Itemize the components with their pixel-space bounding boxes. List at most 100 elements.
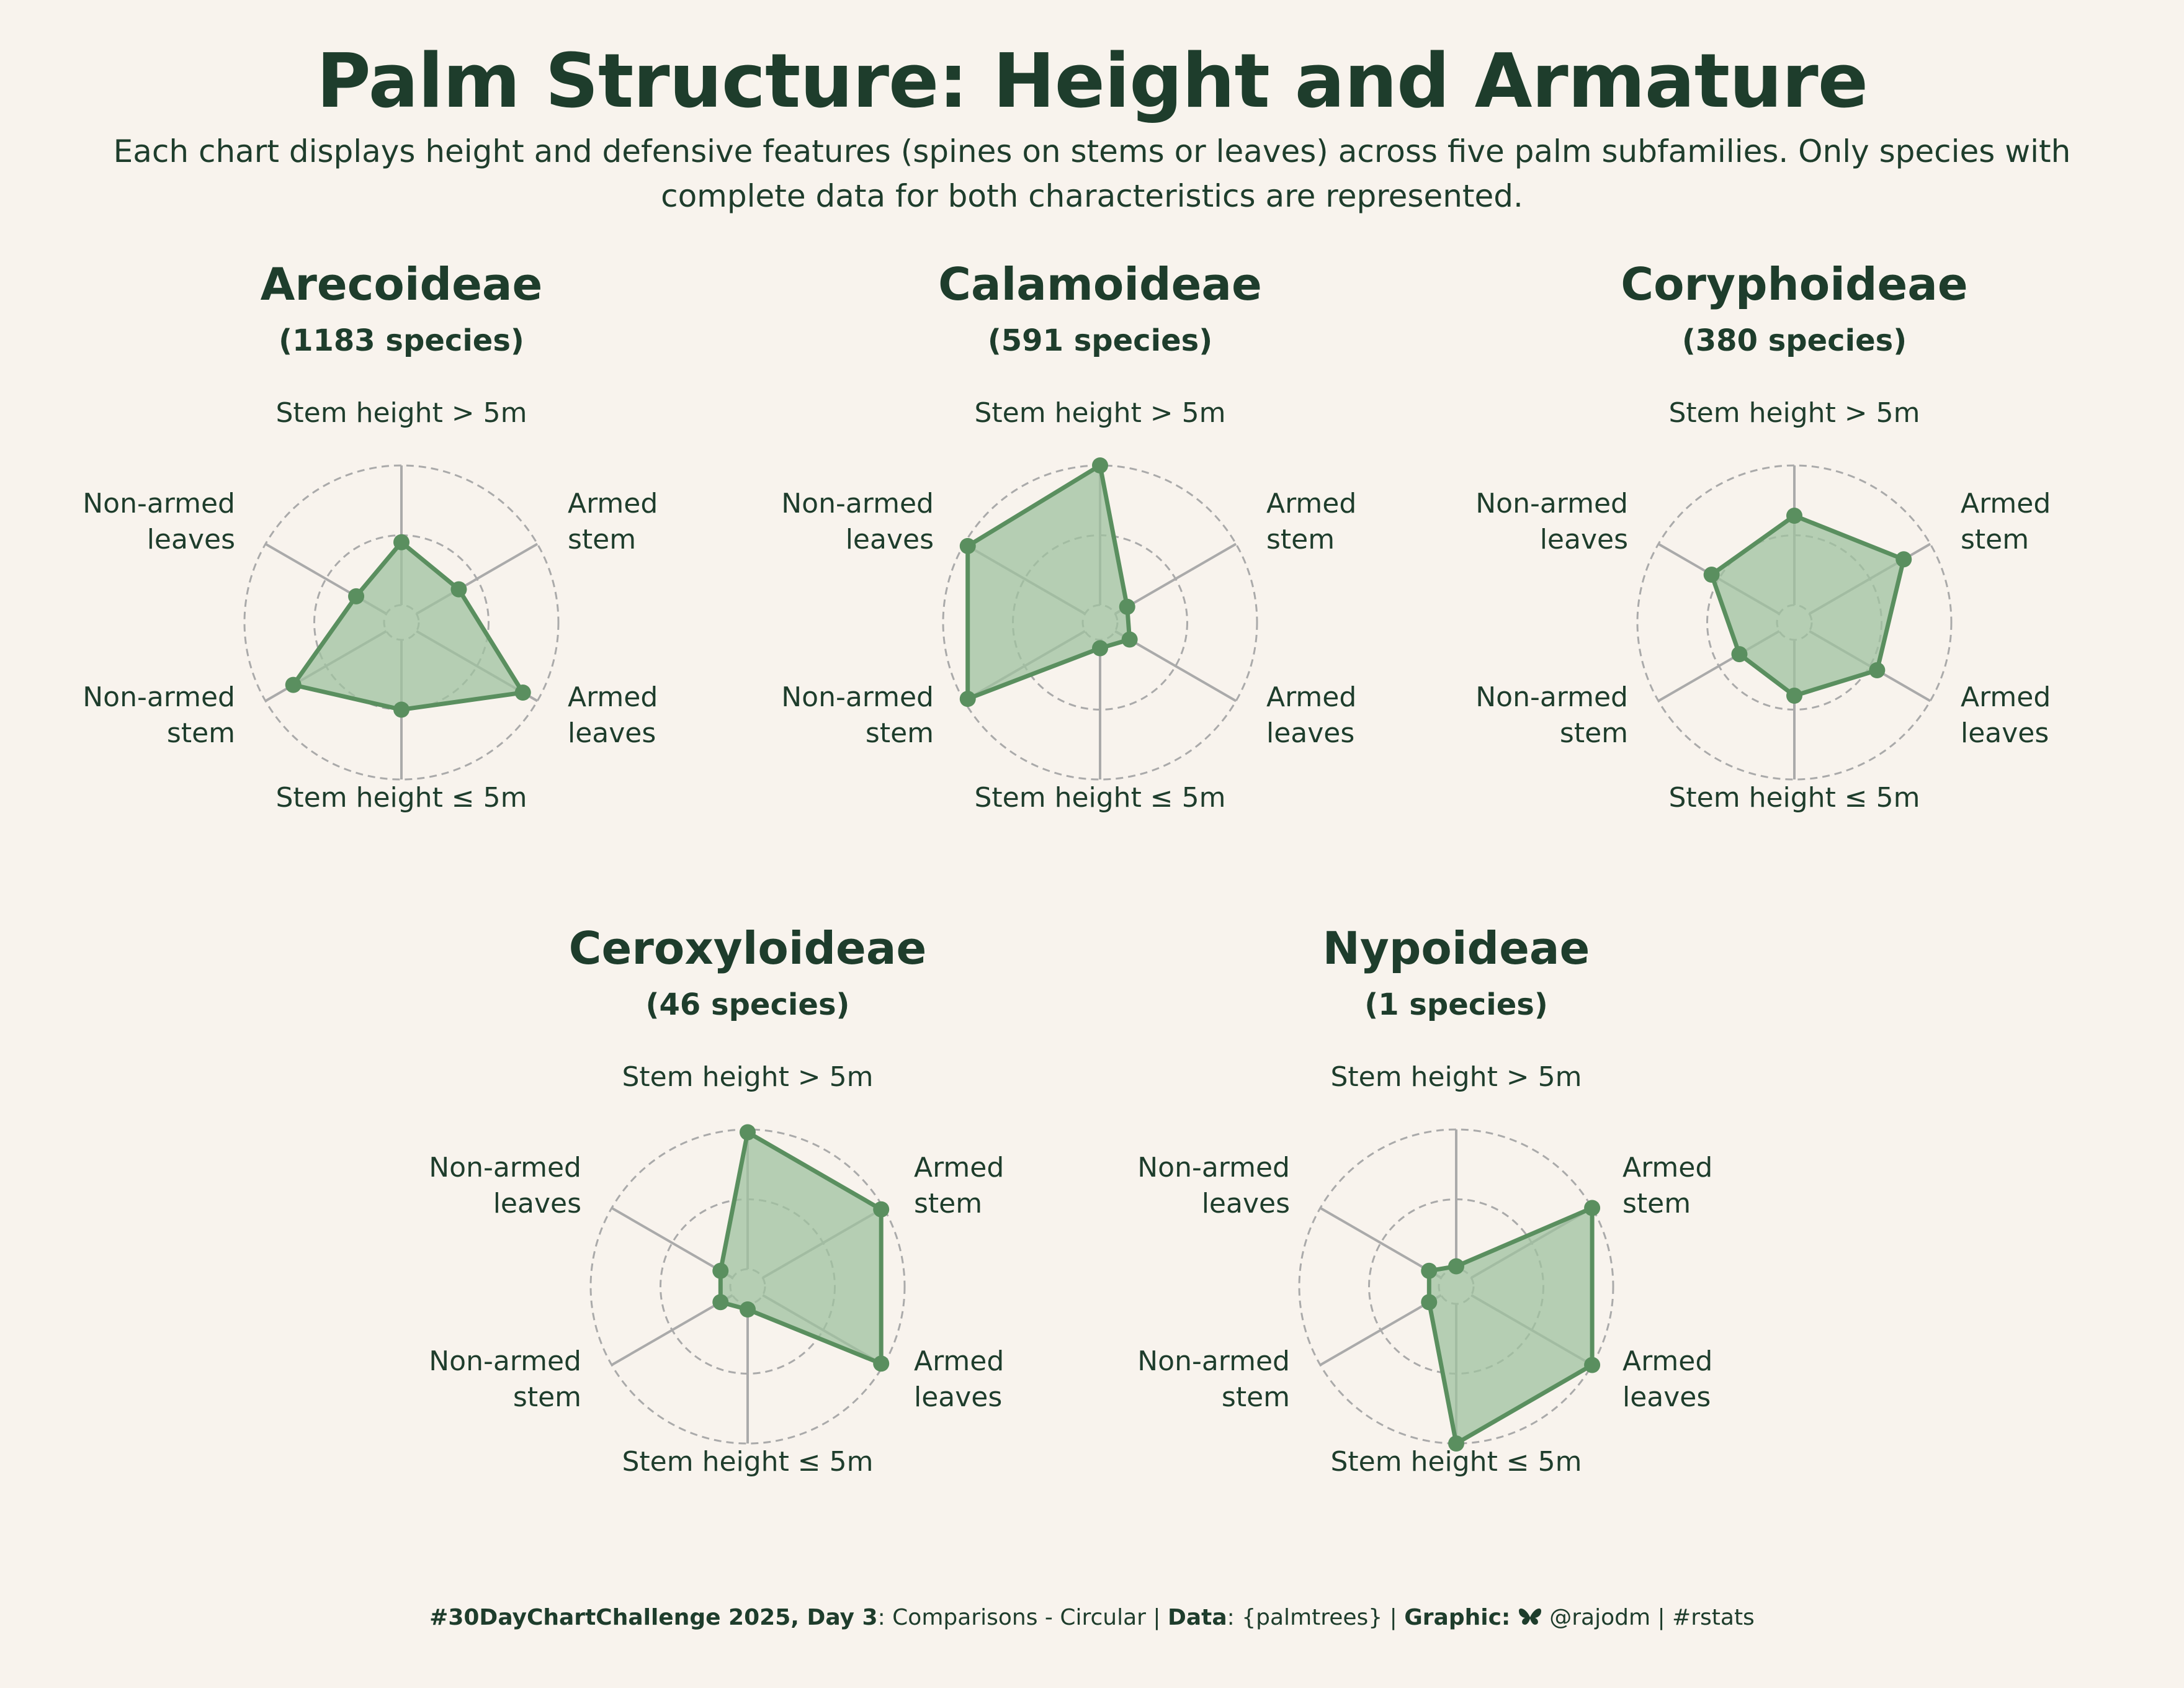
radar-point-non-armed-leaves — [1421, 1262, 1438, 1279]
axis-label-line: Non-armed — [83, 681, 235, 713]
axis-label-armed-stem: Armed stem — [914, 1152, 1004, 1219]
axis-label-stem-height-le-5m: Stem height ≤ 5m — [275, 782, 527, 814]
panel-species-count: (1 species) — [1364, 987, 1548, 1022]
radar-point-stem-height-gt-5m — [393, 534, 410, 550]
axis-label-non-armed-stem: Non-armed stem — [1475, 681, 1628, 749]
panel-title: Ceroxyloideae — [569, 922, 927, 974]
axis-label-line: Armed — [1266, 488, 1356, 519]
radar-point-armed-leaves — [1869, 662, 1886, 678]
radar-point-stem-height-gt-5m — [1448, 1258, 1464, 1275]
axis-label-non-armed-stem: Non-armed stem — [781, 681, 934, 749]
axis-label-line: Non-armed — [1475, 488, 1628, 519]
radar-point-non-armed-stem — [1421, 1294, 1438, 1311]
axis-label-armed-leaves: Armed leaves — [568, 681, 658, 749]
axis-label-line: leaves — [1202, 1188, 1290, 1219]
axis-label-line: leaves — [147, 524, 235, 555]
spoke-non-armed-stem — [611, 1294, 733, 1367]
panel-title: Calamoideae — [938, 258, 1262, 310]
axis-label-line: stem — [568, 524, 636, 555]
radar-point-armed-leaves — [514, 685, 531, 701]
caption-graphic-label: Graphic: — [1404, 1605, 1511, 1630]
axis-label-line: leaves — [1622, 1381, 1711, 1413]
axis-label-non-armed-leaves: Non-armed leaves — [1137, 1152, 1290, 1219]
axis-label-armed-leaves: Armed leaves — [1622, 1345, 1712, 1413]
axis-label-line: stem — [1622, 1188, 1691, 1219]
axis-label-stem-height-gt-5m: Stem height > 5m — [622, 1061, 873, 1093]
axis-label-line: Armed — [914, 1345, 1004, 1377]
panel-species-count: (591 species) — [988, 323, 1212, 358]
axis-label-line: Armed — [1622, 1152, 1712, 1183]
radar-point-non-armed-stem — [285, 676, 302, 693]
axis-label-line: Armed — [1266, 681, 1356, 713]
axis-label-non-armed-stem: Non-armed stem — [83, 681, 235, 749]
radar-area — [965, 463, 1132, 701]
axis-label-stem-height-le-5m: Stem height ≤ 5m — [1668, 782, 1920, 814]
axis-label-stem-height-gt-5m: Stem height > 5m — [275, 397, 527, 429]
caption-data-label: Data — [1167, 1605, 1227, 1630]
axis-label-line: Armed — [1961, 681, 2051, 713]
panel-species-count: (380 species) — [1682, 323, 1907, 358]
axis-label-non-armed-leaves: Non-armed leaves — [429, 1152, 581, 1219]
axis-label-line: Armed — [1622, 1345, 1712, 1377]
axis-label-line: Armed — [914, 1152, 1004, 1183]
axis-label-non-armed-leaves: Non-armed leaves — [1475, 488, 1628, 555]
axis-label-line: Non-armed — [429, 1152, 581, 1183]
axis-label-line: leaves — [493, 1188, 581, 1219]
axis-label-line: Armed — [568, 488, 658, 519]
axis-label-line: stem — [1266, 524, 1335, 555]
radar-point-stem-height-gt-5m — [1092, 457, 1108, 474]
caption: #30DayChartChallenge 2025, Day 3: Compar… — [0, 1605, 2184, 1630]
caption-theme: : Comparisons - Circular | — [877, 1605, 1168, 1630]
axis-label-stem-height-le-5m: Stem height ≤ 5m — [974, 782, 1225, 814]
radar-point-armed-leaves — [1121, 631, 1138, 648]
radar-point-stem-height-le-5m — [740, 1301, 756, 1318]
radar-point-stem-height-gt-5m — [740, 1124, 756, 1141]
panel-species-count: (1183 species) — [279, 323, 524, 358]
radar-point-non-armed-stem — [959, 691, 976, 707]
axis-label-stem-height-gt-5m: Stem height > 5m — [1668, 397, 1920, 429]
axis-label-line: Non-armed — [781, 488, 934, 519]
page-subtitle: Each chart displays height and defensive… — [113, 133, 2071, 214]
radar-point-non-armed-leaves — [348, 588, 365, 604]
axis-label-line: stem — [1222, 1381, 1290, 1413]
axis-label-line: leaves — [1540, 524, 1628, 555]
radar-point-armed-stem — [450, 581, 467, 598]
axis-label-line: Non-armed — [1475, 681, 1628, 713]
radar-area — [1426, 1206, 1595, 1446]
axis-label-armed-stem: Armed stem — [568, 488, 658, 555]
axis-label-line: Non-armed — [1137, 1152, 1290, 1183]
radar-panel-nypoideae: Nypoideae (1 species) Stem height > 5m Arme… — [1137, 922, 1712, 1478]
axis-label-line: stem — [1961, 524, 2029, 555]
axis-label-armed-stem: Armed stem — [1266, 488, 1356, 555]
axis-label-line: leaves — [914, 1381, 1002, 1413]
radar-point-non-armed-leaves — [1703, 567, 1720, 583]
radar-point-non-armed-stem — [1731, 646, 1748, 663]
axis-label-line: Armed — [568, 681, 658, 713]
panel-title: Nypoideae — [1323, 922, 1590, 974]
axis-label-line: stem — [167, 717, 235, 749]
axis-label-line: stem — [513, 1381, 581, 1413]
radar-point-stem-height-le-5m — [1786, 688, 1802, 704]
radar-panel-calamoideae: Calamoideae (591 species) Stem height > 5m… — [781, 258, 1356, 814]
axis-label-line: Non-armed — [429, 1345, 581, 1377]
caption-data-value: : {palmtrees} | — [1227, 1605, 1405, 1630]
axis-label-armed-leaves: Armed leaves — [914, 1345, 1004, 1413]
axis-label-armed-leaves: Armed leaves — [1961, 681, 2051, 749]
axis-label-stem-height-gt-5m: Stem height > 5m — [1330, 1061, 1582, 1093]
axis-label-stem-height-gt-5m: Stem height > 5m — [974, 397, 1225, 429]
axis-label-line: leaves — [1961, 717, 2049, 749]
axis-label-non-armed-leaves: Non-armed leaves — [83, 488, 235, 555]
radar-point-non-armed-leaves — [712, 1262, 729, 1279]
radar-panel-coryphoideae: Coryphoideae (380 species) Stem height > 5… — [1475, 258, 2051, 814]
axis-label-armed-leaves: Armed leaves — [1266, 681, 1356, 749]
radar-point-armed-stem — [1119, 598, 1135, 615]
axis-label-non-armed-stem: Non-armed stem — [1137, 1345, 1290, 1413]
axis-label-stem-height-le-5m: Stem height ≤ 5m — [622, 1446, 873, 1478]
radar-point-non-armed-leaves — [959, 537, 976, 554]
axis-label-line: Armed — [1961, 488, 2051, 519]
spoke-non-armed-leaves — [1319, 1206, 1442, 1279]
radar-point-stem-height-le-5m — [1448, 1435, 1464, 1452]
axis-label-line: Non-armed — [781, 681, 934, 713]
radar-panel-ceroxyloideae: Ceroxyloideae (46 species) Stem height > 5… — [429, 922, 1004, 1478]
